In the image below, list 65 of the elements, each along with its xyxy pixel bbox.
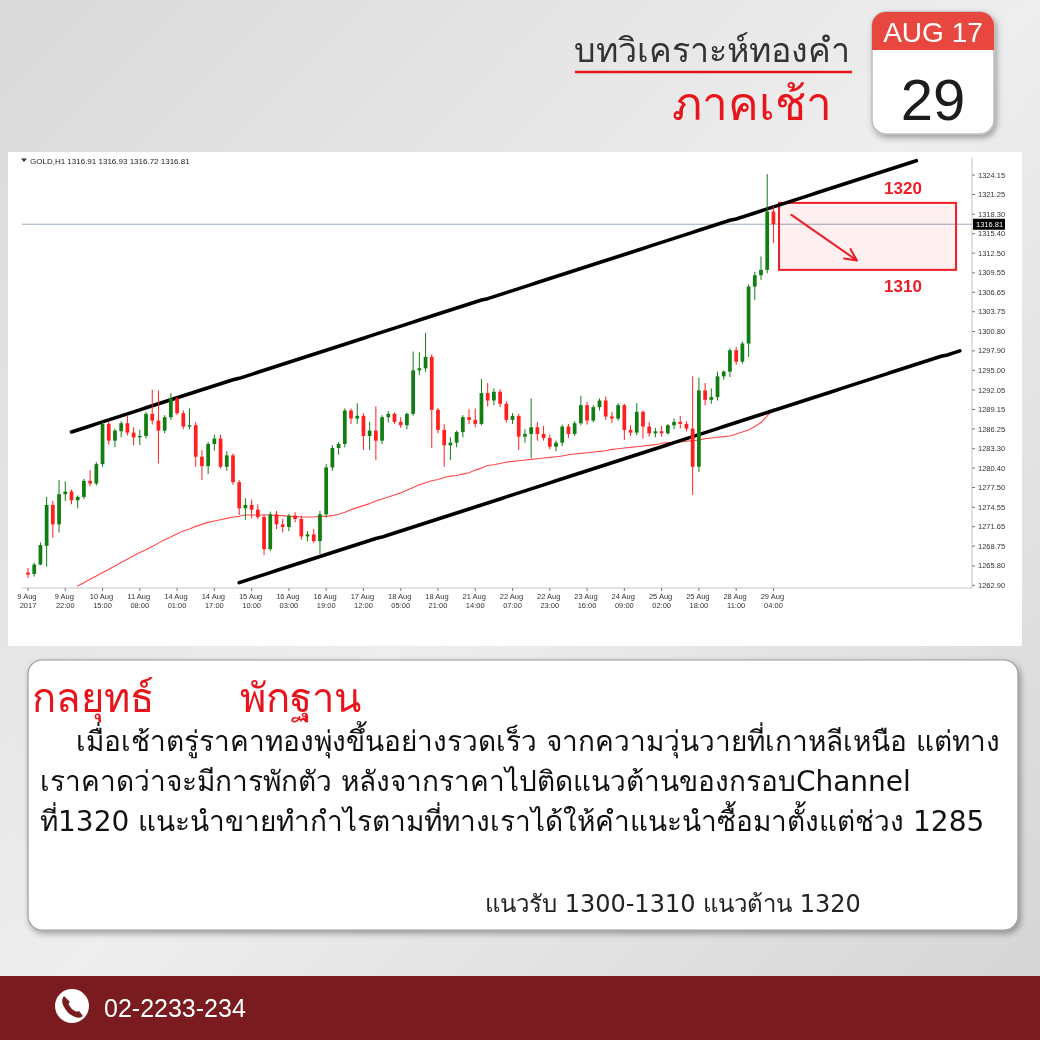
candlestick bbox=[728, 347, 732, 378]
candlestick bbox=[498, 388, 502, 408]
candlestick bbox=[88, 469, 92, 487]
text: 02-2233-234 bbox=[104, 994, 246, 1022]
candlestick bbox=[672, 418, 676, 430]
candlestick bbox=[355, 402, 360, 425]
candlestick bbox=[634, 402, 639, 436]
candlestick bbox=[529, 397, 534, 459]
candlestick bbox=[169, 392, 173, 421]
candlestick bbox=[26, 567, 30, 579]
text: 29 bbox=[900, 67, 966, 132]
candlestick bbox=[106, 420, 111, 446]
candlestick bbox=[516, 413, 521, 451]
candlestick bbox=[703, 382, 707, 406]
candlestick bbox=[206, 441, 211, 475]
candlestick bbox=[467, 408, 471, 425]
candlestick bbox=[641, 410, 645, 440]
candlestick bbox=[380, 414, 384, 445]
chart-subtitle: ภาคเช้า bbox=[672, 77, 832, 131]
candlestick bbox=[113, 428, 117, 448]
candlestick bbox=[94, 461, 99, 487]
candlestick bbox=[473, 408, 478, 428]
candlestick bbox=[523, 428, 527, 444]
text: แนวรับ 1300-1310 แนวต้าน 1320 bbox=[485, 890, 861, 918]
line-series bbox=[237, 349, 962, 585]
candlestick bbox=[181, 410, 186, 430]
candlestick bbox=[554, 440, 558, 452]
candlestick bbox=[367, 421, 372, 451]
candlestick bbox=[436, 407, 440, 434]
candlestick bbox=[50, 500, 55, 539]
candlestick bbox=[224, 450, 229, 472]
candlestick bbox=[734, 346, 739, 366]
candlestick bbox=[752, 271, 757, 301]
line-series bbox=[77, 408, 774, 587]
candlestick bbox=[187, 408, 192, 430]
candlestick bbox=[603, 395, 608, 421]
candlestick bbox=[442, 423, 447, 468]
annotation: GOLD,H1 1316.91 1316.93 1316.72 1316.81 bbox=[30, 157, 191, 166]
text: พักฐาน bbox=[240, 675, 361, 723]
annotation: 1310 bbox=[884, 276, 922, 296]
candlestick bbox=[504, 400, 509, 424]
candlestick bbox=[144, 411, 148, 440]
candlestick bbox=[200, 449, 204, 481]
candlestick bbox=[460, 414, 465, 438]
candlestick bbox=[374, 405, 378, 461]
candlestick bbox=[485, 382, 490, 407]
annotation: 1320 bbox=[884, 178, 922, 198]
candlestick bbox=[150, 389, 155, 426]
candlestick bbox=[417, 351, 422, 376]
text: เมื่อเช้าตรู่ราคาทองพุ่งขึ้นอย่างรวดเร็ว จากความวุ่นวายที่เกาหลีเหนือ แต่ทางเราคาดว่าจะมีการพักตัว หลังจากราคาไปติดแนวต้านของกรอบChannel ที่1320 แนะนำขายทำกำไรตามที่ทางเราได้ให้คำแนะนำซื้อมาตั้งแต่ช่วง 1285 bbox=[40, 722, 1000, 840]
candlestick bbox=[162, 414, 167, 434]
candlestick bbox=[492, 387, 496, 406]
candlestick bbox=[299, 515, 304, 541]
candlestick bbox=[560, 424, 565, 447]
candlestick bbox=[349, 408, 353, 425]
candlestick bbox=[585, 401, 589, 426]
candlestick bbox=[293, 511, 297, 523]
candlestick bbox=[579, 395, 583, 426]
text: AUG 17 bbox=[883, 17, 983, 48]
candlestick bbox=[82, 478, 86, 500]
text: กลยุทธ์ bbox=[32, 675, 154, 723]
candlestick bbox=[759, 255, 763, 281]
candlestick bbox=[175, 396, 179, 416]
candlestick bbox=[610, 411, 614, 424]
chart-title: บทวิเคราะห์ทองคำ bbox=[574, 30, 850, 70]
